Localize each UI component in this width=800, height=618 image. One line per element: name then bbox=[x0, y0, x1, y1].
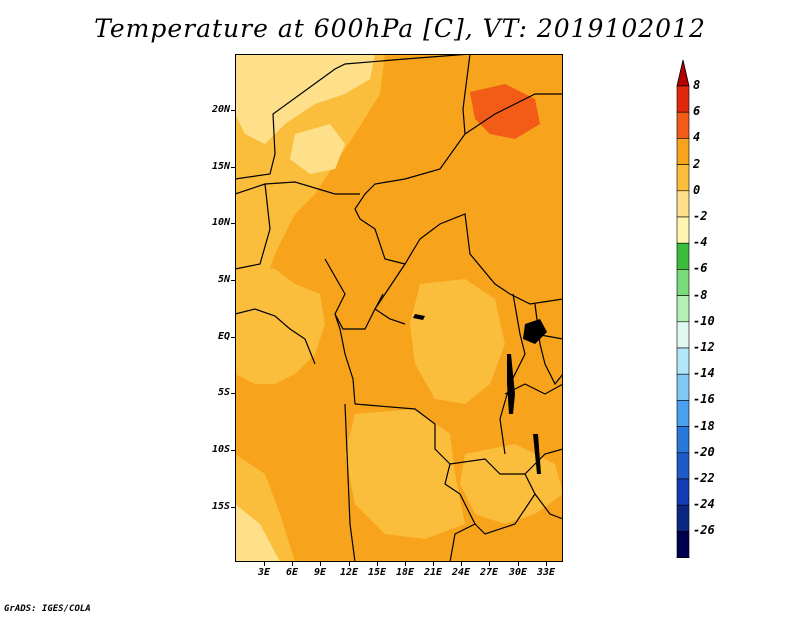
lat-tick bbox=[231, 280, 235, 281]
colorbar-label: 8 bbox=[693, 78, 700, 92]
colorbar-segment bbox=[677, 479, 689, 505]
lat-tick bbox=[231, 393, 235, 394]
lon-tick bbox=[489, 562, 490, 566]
lon-tick bbox=[405, 562, 406, 566]
lon-label: 9E bbox=[305, 567, 335, 578]
colorbar-label: -6 bbox=[693, 261, 707, 275]
colorbar-segment bbox=[677, 243, 689, 269]
colorbar-label: -4 bbox=[693, 235, 707, 249]
colorbar-segment bbox=[677, 505, 689, 531]
lat-label: EQ bbox=[190, 331, 230, 342]
colorbar-label: 0 bbox=[693, 183, 700, 197]
lon-tick bbox=[461, 562, 462, 566]
lon-tick bbox=[349, 562, 350, 566]
colorbar-segment bbox=[677, 453, 689, 479]
colorbar-label: -14 bbox=[693, 366, 715, 380]
lon-label: 12E bbox=[334, 567, 364, 578]
colorbar-label: -12 bbox=[693, 340, 715, 354]
colorbar-label: -2 bbox=[693, 209, 707, 223]
lon-label: 27E bbox=[474, 567, 504, 578]
lon-tick bbox=[377, 562, 378, 566]
lon-label: 24E bbox=[446, 567, 476, 578]
lon-tick bbox=[518, 562, 519, 566]
grads-credit: GrADS: IGES/COLA bbox=[4, 604, 91, 614]
colorbar-segment bbox=[677, 86, 689, 112]
colorbar-segment bbox=[677, 374, 689, 400]
lon-tick bbox=[546, 562, 547, 566]
colorbar-label: -16 bbox=[693, 392, 715, 406]
lon-label: 30E bbox=[503, 567, 533, 578]
lat-tick bbox=[231, 450, 235, 451]
lat-label: 15S bbox=[190, 501, 230, 512]
colorbar-segment bbox=[677, 269, 689, 295]
lat-label: 20N bbox=[190, 104, 230, 115]
colorbar-segment bbox=[677, 348, 689, 374]
lat-label: 15N bbox=[190, 161, 230, 172]
lon-tick bbox=[320, 562, 321, 566]
lat-tick bbox=[231, 223, 235, 224]
lon-label: 21E bbox=[418, 567, 448, 578]
lon-label: 3E bbox=[249, 567, 279, 578]
lat-label: 10N bbox=[190, 217, 230, 228]
colorbar-top-arrow bbox=[677, 60, 689, 86]
colorbar-segment bbox=[677, 217, 689, 243]
colorbar-label: -20 bbox=[693, 445, 715, 459]
lat-label: 5S bbox=[190, 387, 230, 398]
colorbar-segment bbox=[677, 322, 689, 348]
colorbar-segment bbox=[677, 138, 689, 164]
colorbar-label: -26 bbox=[693, 523, 715, 537]
lon-tick bbox=[433, 562, 434, 566]
colorbar-label: -10 bbox=[693, 314, 715, 328]
lat-label: 10S bbox=[190, 444, 230, 455]
colorbar-label: 4 bbox=[693, 130, 700, 144]
colorbar bbox=[676, 58, 690, 558]
colorbar-segment bbox=[677, 296, 689, 322]
colorbar-label: -18 bbox=[693, 419, 715, 433]
lat-label: 5N bbox=[190, 274, 230, 285]
lat-tick bbox=[231, 337, 235, 338]
lat-tick bbox=[231, 110, 235, 111]
lon-tick bbox=[264, 562, 265, 566]
colorbar-label: -24 bbox=[693, 497, 715, 511]
colorbar-label: -8 bbox=[693, 288, 707, 302]
colorbar-segment bbox=[677, 165, 689, 191]
map-title: Temperature at 600hPa [C], VT: 201910201… bbox=[0, 14, 800, 43]
colorbar-segment bbox=[677, 427, 689, 453]
lon-label: 6E bbox=[277, 567, 307, 578]
lon-label: 18E bbox=[390, 567, 420, 578]
lon-tick bbox=[292, 562, 293, 566]
temperature-map bbox=[235, 54, 563, 562]
lat-tick bbox=[231, 507, 235, 508]
lon-label: 33E bbox=[531, 567, 561, 578]
colorbar-segment bbox=[677, 191, 689, 217]
lat-tick bbox=[231, 167, 235, 168]
colorbar-label: 6 bbox=[693, 104, 700, 118]
colorbar-label: 2 bbox=[693, 157, 700, 171]
colorbar-label: -22 bbox=[693, 471, 715, 485]
colorbar-segment bbox=[677, 400, 689, 426]
colorbar-segment bbox=[677, 112, 689, 138]
colorbar-segment bbox=[677, 531, 689, 557]
lon-label: 15E bbox=[362, 567, 392, 578]
map-canvas bbox=[235, 54, 563, 562]
